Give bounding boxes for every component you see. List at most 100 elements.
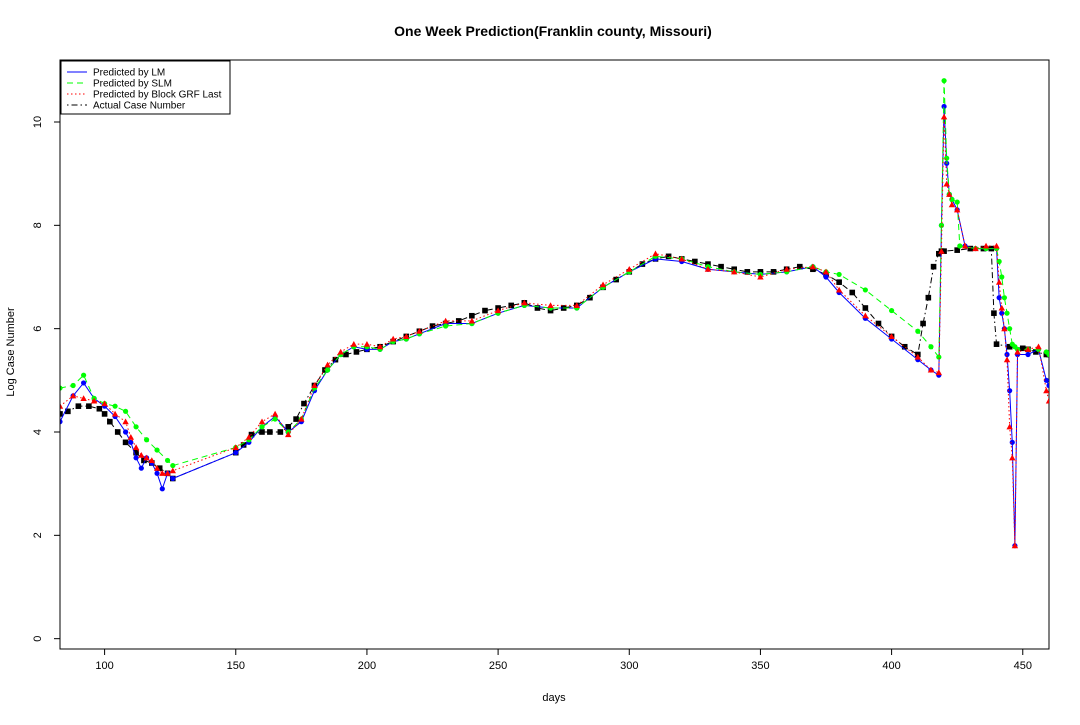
data-point (835, 286, 843, 293)
data-point (1043, 387, 1049, 394)
data-point (429, 323, 436, 329)
data-point (757, 273, 764, 280)
x-tick-label: 400 (882, 660, 900, 672)
data-point (159, 486, 165, 492)
series-line (60, 116, 1049, 546)
data-point (240, 442, 247, 448)
data-point (233, 450, 239, 456)
data-point (995, 278, 1003, 285)
data-point (941, 78, 947, 84)
data-point (961, 242, 969, 249)
data-point (915, 328, 921, 334)
data-point (1009, 439, 1015, 445)
data-point (86, 403, 92, 409)
data-point (954, 199, 960, 205)
series-line (60, 106, 1049, 546)
data-point (133, 424, 139, 430)
data-point (122, 418, 129, 425)
data-point (69, 392, 77, 399)
data-point (482, 307, 488, 314)
data-point (143, 454, 150, 461)
data-point (521, 299, 528, 306)
data-point (823, 274, 829, 280)
legend-label: Predicted by Block GRF Last (93, 90, 222, 101)
data-point (443, 323, 449, 329)
data-point (259, 424, 265, 430)
data-point (272, 416, 278, 422)
data-point (1046, 351, 1049, 358)
data-point (993, 341, 1000, 347)
data-point (1014, 348, 1021, 355)
chart-title: One Week Prediction(Franklin county, Mis… (394, 23, 712, 39)
x-tick-label: 150 (227, 660, 245, 672)
x-axis-label: days (542, 692, 566, 704)
data-point (1043, 377, 1049, 383)
legend-label: Predicted by LM (93, 68, 165, 79)
data-point (920, 320, 926, 327)
data-point (455, 318, 462, 324)
y-axis: 0 2 4 6 8 10 (32, 116, 61, 642)
y-tick-label: 10 (32, 116, 44, 128)
data-point (350, 340, 358, 347)
x-tick-label: 100 (95, 660, 113, 672)
y-tick-label: 2 (32, 532, 44, 538)
data-point (953, 206, 961, 213)
data-point (1001, 325, 1008, 332)
data-point (112, 403, 118, 409)
data-point (573, 302, 580, 308)
y-tick-label: 0 (32, 636, 44, 642)
legend-box (60, 60, 231, 115)
data-point (626, 266, 633, 272)
data-point (822, 268, 830, 275)
data-point (862, 312, 869, 319)
data-point (363, 340, 371, 347)
y-tick-label: 8 (32, 222, 44, 228)
data-point (946, 191, 953, 197)
legend-label: Actual Case Number (93, 101, 186, 112)
data-point (1003, 356, 1011, 363)
data-point (665, 253, 672, 260)
data-point (154, 470, 160, 476)
data-point (982, 242, 990, 249)
data-point (258, 418, 266, 425)
data-point (967, 245, 974, 252)
data-point (957, 243, 963, 249)
data-point (90, 397, 98, 404)
data-point (944, 155, 950, 161)
data-point (862, 287, 868, 293)
data-point (442, 317, 449, 324)
data-point (938, 222, 945, 228)
data-point (143, 437, 150, 443)
data-point (169, 467, 177, 474)
data-point (998, 304, 1005, 311)
data-point (164, 457, 171, 464)
data-point (164, 470, 171, 476)
data-point (1024, 346, 1032, 352)
data-point (80, 395, 87, 401)
data-point (599, 281, 607, 288)
data-point (170, 475, 176, 482)
data-point (862, 305, 869, 311)
data-point (935, 369, 943, 376)
data-point (972, 245, 979, 252)
data-point (332, 356, 339, 363)
data-point (111, 410, 119, 417)
y-tick-label: 4 (32, 429, 44, 435)
data-point (652, 250, 659, 257)
data-point (293, 416, 299, 422)
data-point (232, 444, 239, 451)
data-point (999, 274, 1005, 280)
plot-frame (59, 59, 1050, 650)
data-point (107, 418, 113, 425)
data-point (1001, 295, 1008, 301)
x-tick-label: 200 (358, 660, 376, 672)
data-point (324, 367, 331, 373)
data-point (718, 263, 724, 270)
data-point (353, 349, 360, 355)
data-point (259, 429, 265, 435)
data-point (938, 247, 945, 254)
legend-label: Predicted by SLM (93, 79, 172, 90)
series-actual-case-number (60, 245, 1049, 482)
